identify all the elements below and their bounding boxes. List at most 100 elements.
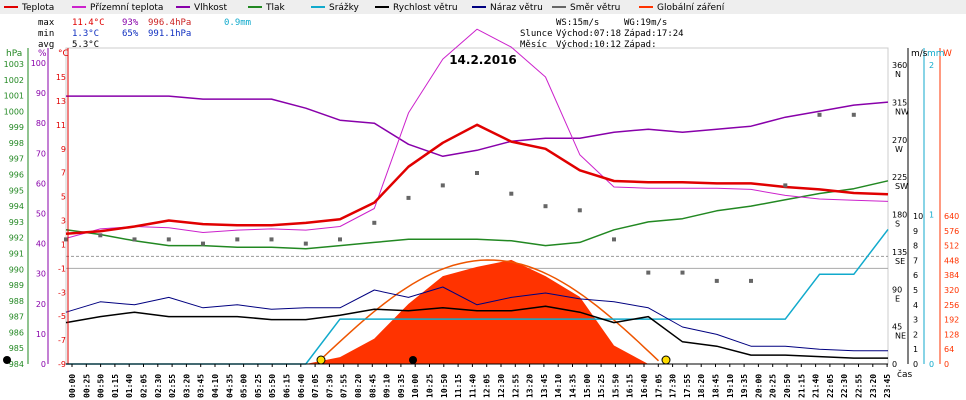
x-tick-label: 16:15: [626, 374, 635, 398]
x-tick-label: 19:10: [726, 374, 735, 398]
rad-tick-label: 448: [944, 256, 959, 265]
legend-swatch: [375, 6, 389, 8]
legend-swatch: [311, 6, 325, 8]
x-tick-label: 15:50: [611, 374, 620, 398]
stat-avg-temp: 5.3°C: [72, 40, 99, 50]
wind-direction-point: [406, 195, 411, 200]
x-tick-label: 11:15: [454, 374, 463, 398]
x-tick-label: 13:20: [526, 374, 535, 398]
x-tick-label: 20:50: [783, 374, 792, 398]
legend-swatch: [472, 6, 486, 8]
temp-tick-label: -9: [58, 360, 66, 369]
unit-rain: mm: [927, 49, 945, 59]
wind-direction-points: [64, 112, 856, 283]
hpa-tick-label: 995: [9, 186, 24, 195]
x-tick-label: 20:25: [769, 374, 778, 398]
direction-tick-compass: SE: [895, 257, 905, 266]
hum-tick-label: 70: [36, 149, 46, 158]
wind-direction-point: [338, 237, 342, 242]
wind-tick-label: 2: [913, 330, 918, 339]
direction-tick-compass: W: [895, 145, 903, 154]
x-tick-label: 08:45: [368, 374, 377, 398]
legend-label: Rychlost větru: [393, 3, 458, 13]
axis-units: hPa % °C m/s mm W čas: [6, 49, 952, 380]
wind-direction-point: [372, 220, 377, 225]
wind-direction-point: [166, 237, 171, 242]
stat-moonset: Západ:: [624, 40, 657, 50]
x-tick-label: 19:35: [740, 374, 749, 398]
x-tick-label: 13:45: [540, 374, 549, 398]
x-tick-label: 10:50: [440, 374, 449, 398]
legend: Teplota Přízemní teplota Vlhkost Tlak Srážky…: [0, 0, 966, 14]
temp-tick-label: 7: [61, 169, 66, 178]
x-axis-ticks: 00:00 00:25 00:50 01:15 01:40 02:05 02:30 02:55…: [68, 364, 892, 398]
wind-direction-point: [680, 270, 685, 275]
x-tick-label: 08:20: [354, 374, 363, 398]
x-tick-label: 02:55: [168, 374, 177, 398]
rad-tick-label: 64: [944, 345, 954, 354]
hpa-tick-label: 988: [9, 297, 24, 306]
hum-tick-label: 90: [36, 89, 46, 98]
x-tick-label: 02:30: [154, 374, 163, 398]
stat-max-temp: 11.4°C: [72, 18, 105, 28]
rain-tick-label: 0: [929, 360, 934, 369]
stat-min-hum: 65%: [122, 29, 139, 39]
hpa-tick-label: 992: [9, 234, 24, 243]
hpa-tick-label: 999: [9, 123, 24, 132]
rad-tick-label: 384: [944, 271, 959, 280]
direction-tick-label: 45: [892, 323, 902, 332]
x-tick-label: 22:05: [826, 374, 835, 398]
temp-tick-label: -1: [58, 264, 66, 273]
direction-tick-label: 270: [892, 136, 907, 145]
stat-max-label: max: [38, 18, 55, 28]
x-tick-label: 00:50: [97, 374, 106, 398]
legend-label: Globální záření: [657, 3, 725, 13]
series-lines: [65, 28, 889, 365]
stat-avg-label: avg: [38, 40, 54, 50]
wind-tick-label: 5: [913, 286, 918, 295]
x-tick-label: 05:00: [240, 374, 249, 398]
temp-tick-label: 3: [61, 217, 66, 226]
direction-tick-label: 90: [892, 285, 902, 294]
x-tick-label: 14:35: [569, 374, 578, 398]
hum-tick-label: 20: [36, 300, 46, 309]
stat-min-temp: 1.3°C: [72, 29, 99, 39]
wind-direction-point: [851, 112, 856, 117]
hum-tick-label: 60: [36, 179, 46, 188]
x-tick-label: 10:00: [411, 374, 420, 398]
x-tick-label: 04:10: [211, 374, 220, 398]
hum-tick-label: 50: [36, 210, 46, 219]
unit-wind: m/s: [911, 49, 928, 59]
legend-label: Tlak: [265, 3, 286, 13]
hum-tick-label: 0: [41, 360, 46, 369]
humidity-line: [66, 95, 889, 158]
legend-label: Náraz větru: [490, 3, 543, 13]
direction-tick-label: 360: [892, 61, 907, 70]
hpa-tick-label: 994: [9, 202, 24, 211]
hpa-tick-label: 996: [9, 171, 24, 180]
temp-tick-label: 5: [61, 193, 66, 202]
legend-swatch: [552, 6, 566, 8]
wind-direction-point: [612, 237, 616, 242]
direction-tick-label: 315: [892, 98, 907, 107]
legend-label: Přízemní teplota: [90, 3, 163, 13]
x-tick-label: 03:20: [182, 374, 191, 398]
x-tick-label: 21:40: [812, 374, 821, 398]
stat-wg: WG:19m/s: [624, 18, 667, 28]
wind-tick-label: 1: [913, 345, 918, 354]
rad-tick-label: 512: [944, 242, 959, 251]
direction-tick-compass: N: [895, 70, 901, 79]
wind-tick-label: 0: [913, 360, 918, 369]
wind-direction-point: [749, 278, 753, 283]
wind-direction-point: [132, 237, 137, 242]
hpa-tick-label: 984: [9, 360, 24, 369]
stat-min-press: 991.1hPa: [148, 29, 191, 39]
theoretical-radiation-line: [315, 259, 660, 365]
wind-speed-line: [65, 305, 888, 359]
x-tick-label: 18:45: [712, 374, 721, 398]
hum-tick-label: 100: [31, 59, 46, 68]
direction-tick-label: 135: [892, 248, 907, 257]
x-tick-label: 07:55: [340, 374, 349, 398]
unit-rad: W: [943, 49, 952, 59]
hpa-tick-label: 1000: [4, 107, 24, 116]
